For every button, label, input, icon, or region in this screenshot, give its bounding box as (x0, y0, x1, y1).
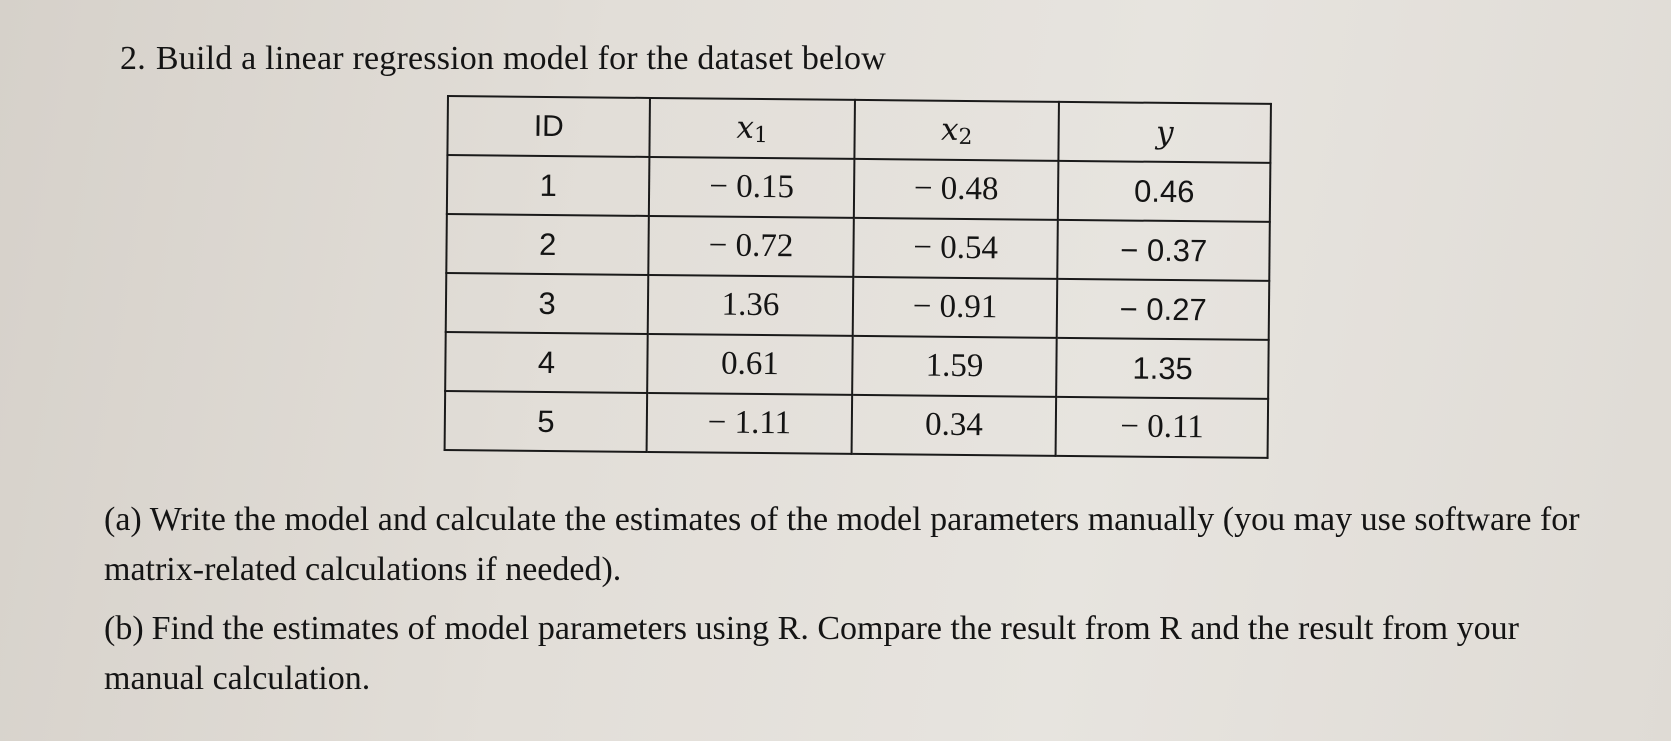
cell-x1: − 1.11 (646, 392, 852, 454)
header-x1: x1 (649, 97, 855, 159)
part-a-label: (a) (104, 501, 142, 538)
question-text: Build a linear regression model for the … (155, 40, 886, 77)
cell-id: 5 (444, 390, 648, 452)
cell-x1: 0.61 (647, 333, 853, 395)
cell-y: − 0.27 (1057, 278, 1270, 340)
header-x2: x2 (854, 99, 1060, 161)
question-number: 2. (120, 40, 146, 77)
cell-x2: 1.59 (851, 335, 1058, 397)
header-x1-var: x (736, 109, 755, 146)
part-a-text: Write the model and calculate the estima… (104, 501, 1580, 588)
table-row: 3 1.36 − 0.91 − 0.27 (445, 273, 1270, 340)
cell-x2: 0.34 (851, 394, 1057, 456)
cell-x1: − 0.15 (649, 156, 855, 218)
question-heading: 2. Build a linear regression model for th… (120, 40, 886, 78)
table-row: 1 − 0.15 − 0.48 0.46 (446, 155, 1271, 222)
table-row: 4 0.61 1.59 1.35 (445, 331, 1269, 399)
cell-y: 0.46 (1058, 160, 1271, 222)
header-y: y (1058, 101, 1271, 163)
cell-x1: − 0.72 (648, 215, 854, 277)
dataset-table: ID x1 x2 y 1 − 0.15 − 0.48 0.46 2 − 0.72… (444, 95, 1272, 459)
header-id: ID (447, 96, 651, 157)
cell-id: 4 (445, 331, 648, 393)
cell-id: 2 (446, 214, 650, 275)
part-b-text: Find the estimates of model parameters u… (104, 610, 1519, 697)
cell-y: − 0.37 (1057, 219, 1270, 281)
cell-id: 3 (445, 273, 649, 334)
table-row: 2 − 0.72 − 0.54 − 0.37 (446, 214, 1270, 281)
table-row: 5 − 1.11 0.34 − 0.11 (444, 390, 1269, 458)
part-a: (a) Write the model and calculate the est… (104, 495, 1624, 595)
cell-x1: 1.36 (647, 274, 854, 336)
header-x1-sub: 1 (753, 122, 768, 148)
cell-x2: − 0.54 (853, 217, 1059, 279)
header-x2-var: x (940, 111, 959, 148)
cell-x2: − 0.91 (852, 276, 1058, 338)
cell-y: 1.35 (1056, 337, 1269, 399)
cell-y: − 0.11 (1055, 396, 1269, 458)
part-b-label: (b) (104, 610, 144, 647)
cell-id: 1 (446, 155, 650, 216)
header-x2-sub: 2 (958, 124, 973, 150)
cell-x2: − 0.48 (853, 158, 1059, 220)
part-b: (b) Find the estimates of model parameter… (104, 604, 1624, 704)
table-header-row: ID x1 x2 y (447, 96, 1271, 163)
